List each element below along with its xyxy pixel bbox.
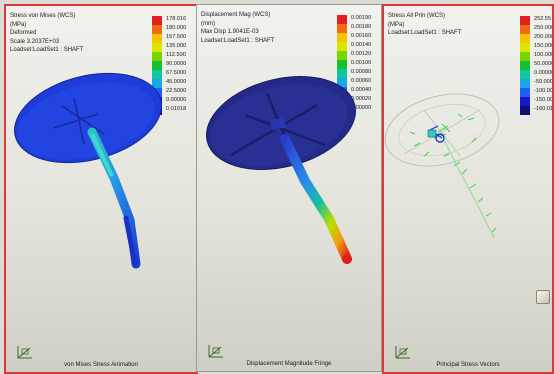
legend-value: 0.01018 xyxy=(166,106,187,112)
legend-value: 135.000 xyxy=(166,43,187,49)
legend-value: 150.000 xyxy=(534,43,554,49)
legend-value: 200.000 xyxy=(534,34,554,40)
legend-values: 252.55 250.000 200.000 150.000 100.000 5… xyxy=(534,15,554,114)
legend-value: 0.00080 xyxy=(351,69,372,75)
legend-values: 178.016 180.000 157.500 135.000 112.500 … xyxy=(166,15,186,114)
legend-value: 180.000 xyxy=(166,25,187,31)
legend-value: 0.00020 xyxy=(351,96,372,102)
results-window-icon[interactable] xyxy=(536,290,550,304)
legend-value: 45.0000 xyxy=(166,79,187,85)
legend-value: -100.000 xyxy=(534,88,554,94)
legend-value: 0.00100 xyxy=(351,60,372,66)
result-units: (MPa) xyxy=(388,21,405,28)
result-header: Stress All Prin (WCS) (MPa) Loadset:Load… xyxy=(388,12,461,38)
panel-displacement[interactable]: Displacement Mag (WCS) (mm) Max Disp 1.9… xyxy=(196,4,382,372)
stress-vector-model xyxy=(384,93,500,239)
result-header: Stress von Mises (WCS) (MPa) Deformed Sc… xyxy=(10,12,83,55)
legend-value: 0.00140 xyxy=(351,42,372,48)
legend-value: 50.0000 xyxy=(534,61,554,67)
result-units: (MPa) xyxy=(10,21,27,28)
result-mode: Deformed xyxy=(10,30,37,37)
legend-value: 67.5000 xyxy=(166,70,187,76)
legend-value: 0.00000 xyxy=(534,70,554,76)
legend-value: 178.016 xyxy=(166,16,187,22)
color-bar xyxy=(520,16,530,115)
legend-value: 0.00180 xyxy=(351,24,372,30)
legend-value: 0.00040 xyxy=(351,87,372,93)
panel-caption: von Mises Stress Animation xyxy=(64,362,138,368)
panel-principal-stress[interactable]: Stress All Prin (WCS) (MPa) Loadset:Load… xyxy=(382,4,554,374)
result-loadset: Loadset:LoadSet1 : SHAFT xyxy=(388,30,462,37)
result-scale: Scale 3.2037E+03 xyxy=(10,38,60,45)
result-loadset: Loadset:LoadSet1 : SHAFT xyxy=(201,37,275,44)
legend-value: 100.000 xyxy=(534,52,554,58)
panel-caption: Principal Stress Vectors xyxy=(436,362,500,368)
legend-value: 0.00190 xyxy=(351,15,372,21)
legend-value: 112.500 xyxy=(166,52,186,58)
legend-value: 0.00000 xyxy=(351,105,372,111)
legend-value: 0.00160 xyxy=(351,33,372,39)
legend-value: 157.500 xyxy=(166,34,187,40)
result-title: Stress von Mises (WCS) xyxy=(10,13,76,19)
view-triad-icon xyxy=(208,345,223,358)
legend-value: -160.01 xyxy=(534,106,553,112)
legend-values: 0.00190 0.00180 0.00160 0.00140 0.00120 … xyxy=(351,14,371,113)
legend-value: 0.00000 xyxy=(166,97,187,103)
view-triad-icon xyxy=(17,346,32,359)
result-title: Displacement Mag (WCS) xyxy=(201,12,271,18)
legend-value: -50.0000 xyxy=(534,79,554,85)
legend-value: 250.000 xyxy=(534,25,554,31)
result-header: Displacement Mag (WCS) (mm) Max Disp 1.9… xyxy=(201,11,274,45)
legend-value: 90.0000 xyxy=(166,61,187,67)
legend-value: 0.00120 xyxy=(351,51,372,57)
deformed-shaft-model xyxy=(14,72,162,269)
view-triad-icon xyxy=(395,346,410,359)
legend-value: 252.55 xyxy=(534,16,552,22)
legend-value: -150.000 xyxy=(534,97,554,103)
result-units: (mm) xyxy=(201,20,215,27)
legend-value: 22.5000 xyxy=(166,88,187,94)
result-loadset: Loadset:LoadSet1 : SHAFT xyxy=(10,47,84,54)
legend-value: 0.00060 xyxy=(351,78,372,84)
result-title: Stress All Prin (WCS) xyxy=(388,13,446,19)
displacement-shaft-model xyxy=(205,76,357,264)
panel-caption: Displacement Magnitude Fringe xyxy=(246,361,332,367)
panel-von-mises[interactable]: Stress von Mises (WCS) (MPa) Deformed Sc… xyxy=(4,4,198,374)
result-max-disp: Max Disp 1.9041E-03 xyxy=(201,29,259,36)
